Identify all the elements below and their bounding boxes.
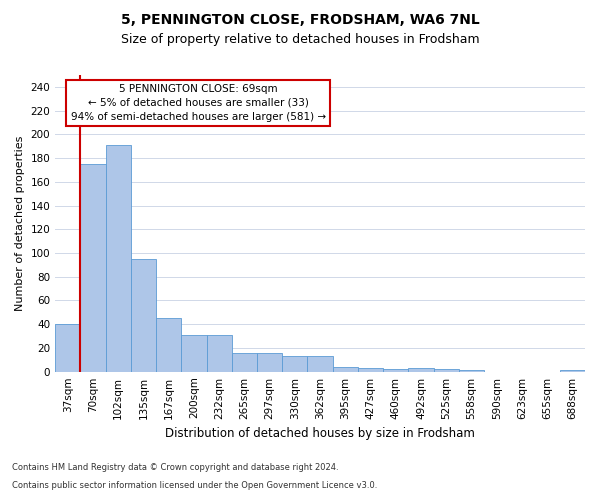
Text: Contains HM Land Registry data © Crown copyright and database right 2024.: Contains HM Land Registry data © Crown c… xyxy=(12,464,338,472)
Text: Contains public sector information licensed under the Open Government Licence v3: Contains public sector information licen… xyxy=(12,481,377,490)
Text: 5 PENNINGTON CLOSE: 69sqm
← 5% of detached houses are smaller (33)
94% of semi-d: 5 PENNINGTON CLOSE: 69sqm ← 5% of detach… xyxy=(71,84,326,122)
Bar xyxy=(282,356,307,372)
Text: 5, PENNINGTON CLOSE, FRODSHAM, WA6 7NL: 5, PENNINGTON CLOSE, FRODSHAM, WA6 7NL xyxy=(121,12,479,26)
Bar xyxy=(459,370,484,372)
Text: Size of property relative to detached houses in Frodsham: Size of property relative to detached ho… xyxy=(121,32,479,46)
Bar xyxy=(80,164,106,372)
Bar xyxy=(206,335,232,372)
Bar xyxy=(358,368,383,372)
Bar xyxy=(156,318,181,372)
Bar xyxy=(307,356,332,372)
Y-axis label: Number of detached properties: Number of detached properties xyxy=(15,136,25,311)
Bar xyxy=(232,352,257,372)
Bar xyxy=(257,352,282,372)
Bar xyxy=(332,367,358,372)
Bar xyxy=(55,324,80,372)
Bar xyxy=(409,368,434,372)
Bar xyxy=(383,370,409,372)
Bar xyxy=(131,259,156,372)
Bar xyxy=(434,370,459,372)
X-axis label: Distribution of detached houses by size in Frodsham: Distribution of detached houses by size … xyxy=(165,427,475,440)
Bar xyxy=(181,335,206,372)
Bar xyxy=(106,145,131,372)
Bar xyxy=(560,370,585,372)
